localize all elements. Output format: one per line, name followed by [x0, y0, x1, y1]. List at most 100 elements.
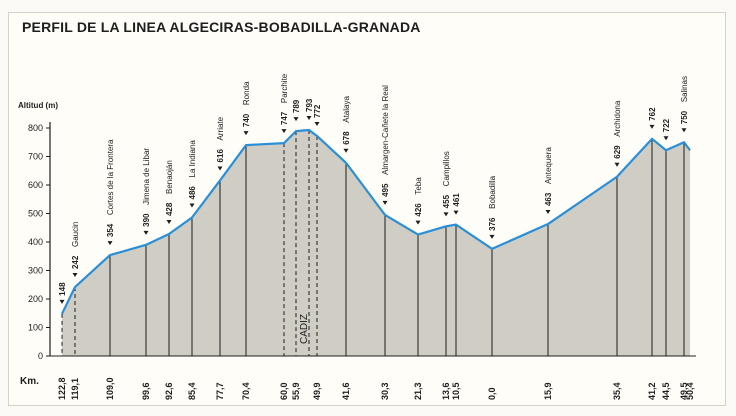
station-name: Almargen-Cañete la Real	[381, 85, 390, 175]
altitude-label: 762	[648, 107, 657, 121]
km-label: 41,6	[341, 382, 351, 400]
station-marker	[382, 200, 388, 205]
altitude-label: 740	[242, 113, 251, 127]
km-label: 41,2	[647, 382, 657, 400]
y-tick-label: 0	[38, 351, 43, 361]
altitude-label: 390	[142, 213, 151, 227]
y-tick-label: 700	[28, 152, 43, 162]
station-marker	[293, 117, 299, 122]
altitude-label: 747	[280, 111, 289, 125]
chart-title: PERFIL DE LA LINEA ALGECIRAS-BOBADILLA-G…	[22, 19, 421, 35]
station-marker	[681, 128, 687, 133]
km-label: 49,5	[679, 382, 689, 400]
km-label: 55,9	[291, 382, 301, 400]
station-name: Bobadilla	[488, 175, 497, 208]
station-marker	[166, 220, 172, 225]
station-name: Ronda	[242, 81, 251, 105]
km-label: 50,4	[685, 382, 695, 400]
altitude-label: 629	[613, 145, 622, 159]
station-marker	[306, 115, 312, 120]
altitude-label: 789	[292, 99, 301, 113]
station-marker	[443, 212, 449, 217]
station-name: Arriate	[216, 116, 225, 140]
y-tick-label: 500	[28, 209, 43, 219]
km-label: 30,3	[380, 382, 390, 400]
station-marker	[59, 299, 65, 304]
station-name: Cortes de la Frontera	[106, 139, 115, 215]
altitude-label: 486	[188, 186, 197, 200]
km-label: 21,3	[413, 382, 423, 400]
km-label: 77,7	[215, 382, 225, 400]
station-marker	[217, 166, 223, 171]
station-name: Campillos	[442, 151, 451, 186]
station-marker	[663, 136, 669, 141]
altitude-label: 750	[680, 110, 689, 124]
altitude-label: 428	[165, 202, 174, 216]
station-marker	[415, 220, 421, 225]
km-label: 0,0	[487, 387, 497, 400]
km-label: 119,1	[70, 378, 80, 400]
altitude-label: 678	[342, 131, 351, 145]
altitude-label: 461	[452, 193, 461, 207]
y-tick-label: 200	[28, 294, 43, 304]
altitude-label: 242	[71, 255, 80, 269]
km-label: 10,5	[451, 382, 461, 400]
km-label: 13,6	[441, 382, 451, 400]
station-marker	[314, 121, 320, 126]
station-marker	[281, 129, 287, 134]
km-label: 122,8	[57, 377, 67, 400]
km-label: 15,9	[543, 382, 553, 400]
y-tick-label: 300	[28, 266, 43, 276]
altitude-label: 354	[106, 223, 115, 237]
km-label: 70,4	[241, 382, 251, 400]
station-name: Jimena de Libar	[142, 148, 151, 205]
station-marker	[649, 124, 655, 129]
station-name: Atalaya	[342, 96, 351, 123]
altitude-label: 793	[305, 98, 314, 112]
station-marker	[143, 230, 149, 235]
station-marker	[343, 148, 349, 153]
y-tick-label: 600	[28, 180, 43, 190]
altitude-label: 426	[414, 203, 423, 217]
km-label: 92,6	[164, 382, 174, 400]
y-tick-label: 100	[28, 323, 43, 333]
station-marker	[189, 203, 195, 208]
altitude-label: 616	[216, 149, 225, 163]
altitude-label: 376	[488, 217, 497, 231]
station-name: Parchite	[280, 73, 289, 103]
station-name: Archidona	[613, 100, 622, 137]
x-axis-label: Km.	[20, 376, 39, 387]
station-marker	[107, 241, 113, 246]
km-label: 49,9	[312, 382, 322, 400]
station-marker	[614, 162, 620, 167]
station-name: La Indiana	[188, 140, 197, 178]
station-marker	[453, 210, 459, 215]
y-axis-label: Altitud (m)	[18, 101, 58, 110]
km-label: 109,0	[105, 377, 115, 400]
station-marker	[489, 234, 495, 239]
km-label: 60,0	[279, 382, 289, 400]
altitude-label: 455	[442, 194, 451, 208]
station-marker	[72, 273, 78, 278]
y-tick-label: 800	[28, 123, 43, 133]
station-name: Gaucin	[71, 222, 80, 247]
profile-line	[61, 128, 691, 315]
altitude-label: 463	[544, 192, 553, 206]
altitude-label: 148	[58, 282, 67, 296]
station-name: Benaoján	[165, 160, 174, 194]
km-label: 85,4	[187, 382, 197, 400]
cadiz-annotation: CADIZ	[299, 314, 310, 344]
profile-area	[62, 129, 690, 356]
y-tick-label: 400	[28, 237, 43, 247]
station-name: Teba	[414, 177, 423, 195]
altitude-label: 722	[662, 118, 671, 132]
station-marker	[243, 131, 249, 136]
altitude-label: 772	[313, 104, 322, 118]
altitude-label: 495	[381, 183, 390, 197]
km-label: 99,6	[141, 382, 151, 400]
station-name: Salinas	[680, 76, 689, 102]
km-label: 44,5	[661, 382, 671, 400]
km-label: 35,4	[612, 382, 622, 400]
